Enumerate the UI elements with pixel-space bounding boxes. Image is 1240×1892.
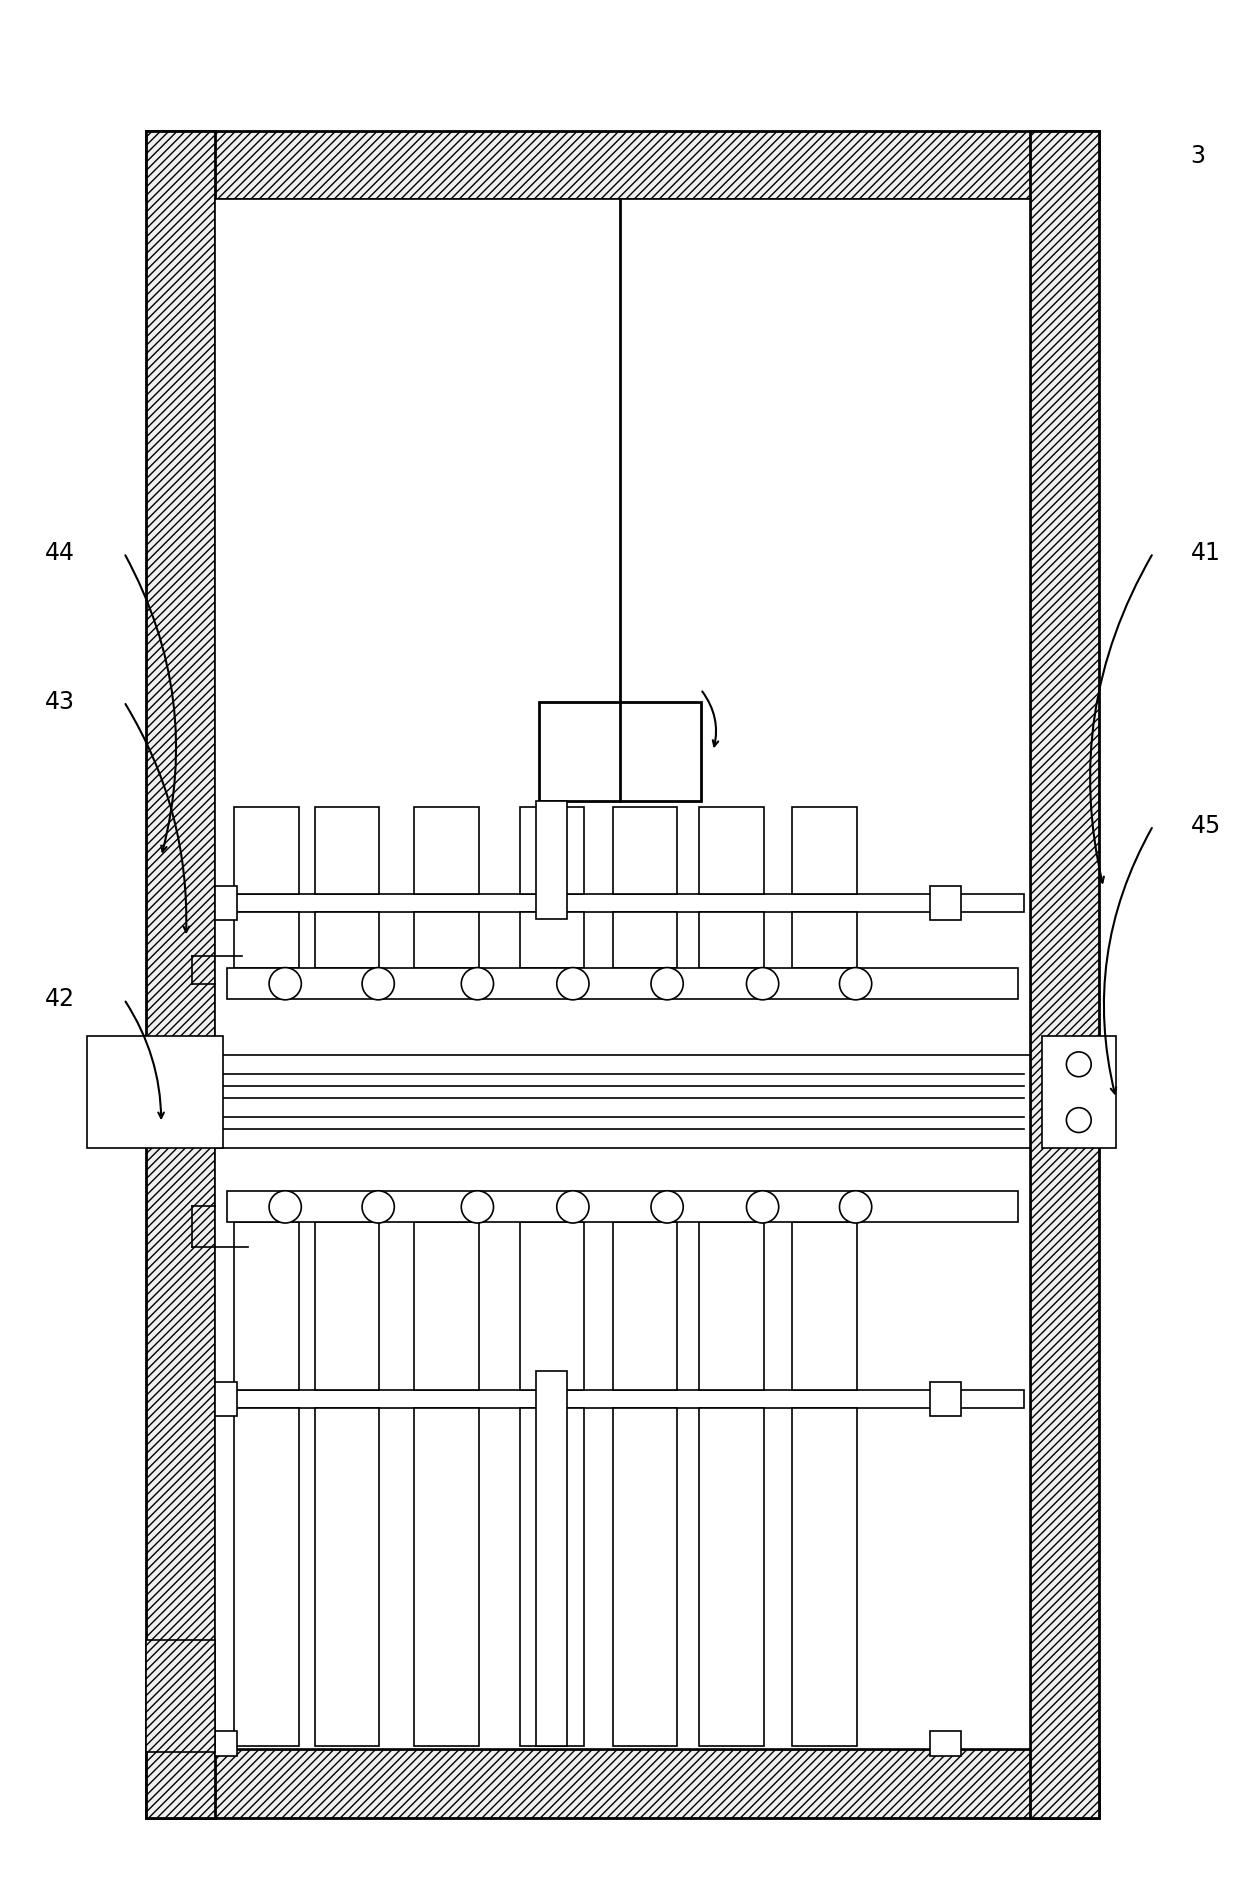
Bar <box>315 1408 379 1746</box>
Bar <box>414 1408 479 1746</box>
Bar <box>234 808 299 893</box>
Circle shape <box>746 967 779 999</box>
Bar <box>87 1037 223 1148</box>
Bar <box>146 131 1099 199</box>
Bar <box>930 1731 961 1756</box>
Circle shape <box>269 1190 301 1222</box>
Bar <box>613 808 677 893</box>
Bar <box>227 1192 1018 1222</box>
Bar <box>146 1640 215 1752</box>
Text: 3: 3 <box>1190 144 1205 168</box>
Bar <box>539 702 701 800</box>
Bar <box>414 808 479 893</box>
Bar <box>215 1383 237 1415</box>
Circle shape <box>651 1190 683 1222</box>
Circle shape <box>839 967 872 999</box>
Bar <box>221 893 1024 912</box>
Bar <box>414 1222 479 1391</box>
Bar <box>520 912 584 969</box>
Bar <box>699 912 764 969</box>
Bar <box>1030 131 1099 1818</box>
Bar <box>234 1222 299 1391</box>
Bar <box>146 1750 1099 1818</box>
Circle shape <box>461 967 494 999</box>
Bar <box>613 1408 677 1746</box>
Bar <box>414 912 479 969</box>
Circle shape <box>746 1190 779 1222</box>
Bar <box>792 912 857 969</box>
Bar <box>792 808 857 893</box>
Text: 45: 45 <box>1190 814 1220 838</box>
Bar <box>315 912 379 969</box>
Circle shape <box>269 967 301 999</box>
Bar <box>930 1383 961 1415</box>
Bar <box>699 1222 764 1391</box>
Text: 43: 43 <box>45 689 74 713</box>
Bar <box>520 1408 584 1746</box>
Circle shape <box>557 1190 589 1222</box>
Bar <box>536 800 567 920</box>
Bar <box>146 131 215 1818</box>
Bar <box>536 1372 567 1746</box>
Bar <box>315 808 379 893</box>
Circle shape <box>461 1190 494 1222</box>
Bar <box>792 1222 857 1391</box>
Text: 41: 41 <box>1190 541 1220 566</box>
Bar <box>613 1222 677 1391</box>
Bar <box>930 885 961 920</box>
Circle shape <box>362 1190 394 1222</box>
Bar <box>315 1222 379 1391</box>
Circle shape <box>651 967 683 999</box>
Bar <box>699 1408 764 1746</box>
Circle shape <box>1066 1107 1091 1133</box>
Bar <box>1042 1037 1116 1148</box>
Bar <box>227 969 1018 999</box>
Bar <box>792 1408 857 1746</box>
Bar <box>699 808 764 893</box>
Bar <box>234 912 299 969</box>
Bar <box>520 808 584 893</box>
Text: 44: 44 <box>45 541 74 566</box>
Bar <box>234 1408 299 1746</box>
Bar <box>613 912 677 969</box>
Bar <box>221 1391 1024 1408</box>
Bar <box>215 1731 237 1756</box>
Text: 42: 42 <box>45 988 74 1010</box>
Bar <box>215 885 237 920</box>
Circle shape <box>1066 1052 1091 1077</box>
Circle shape <box>362 967 394 999</box>
Circle shape <box>557 967 589 999</box>
Bar <box>520 1222 584 1391</box>
Circle shape <box>839 1190 872 1222</box>
Bar <box>215 199 1030 1750</box>
